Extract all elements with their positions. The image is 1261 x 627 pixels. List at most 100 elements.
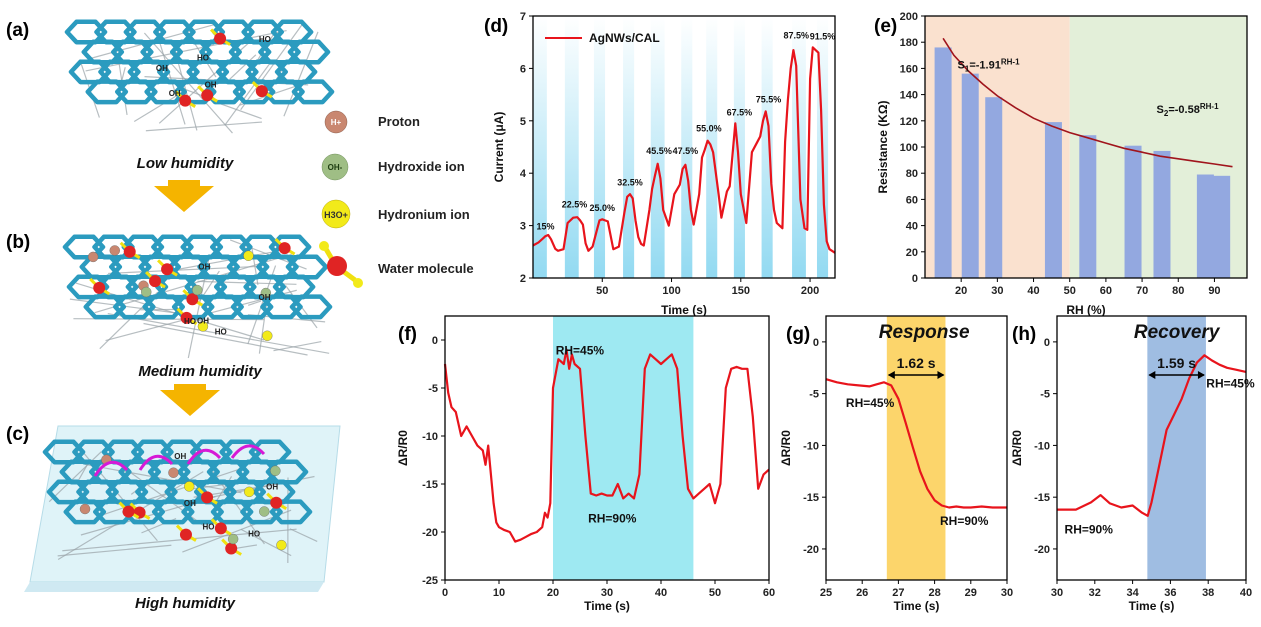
water-molecule-icon <box>210 518 232 536</box>
resistance-bar <box>934 47 952 278</box>
cellulose-ring <box>269 499 313 525</box>
resistance-bar <box>1079 135 1097 278</box>
x-tick-label: 50 <box>709 587 721 599</box>
water-molecule-icon <box>118 501 140 519</box>
molecule-label: HO <box>248 530 260 539</box>
y-tick-label: 0 <box>912 273 918 285</box>
y-tick-label: 5 <box>520 116 526 128</box>
humidity-pulse-band <box>623 16 635 278</box>
duration-label: 1.62 s <box>897 355 936 371</box>
x-axis-label: Time (s) <box>894 599 940 613</box>
resistance-bar <box>1213 175 1231 278</box>
x-tick-label: 30 <box>1001 587 1013 599</box>
rh-annotation: RH=90% <box>940 514 989 528</box>
fit-curve <box>942 37 1233 168</box>
nanowire <box>57 544 172 557</box>
x-tick-label: 0 <box>442 587 448 599</box>
mesh-network-high: OH HO OH HO OH <box>42 439 318 563</box>
rh-annotation: 22.5% <box>562 199 588 209</box>
transition-band <box>886 316 946 580</box>
nanowire <box>240 528 292 557</box>
cellulose-ring <box>291 79 335 105</box>
x-axis-label: Time (s) <box>1129 599 1175 613</box>
chart-d-current-time: (d) 15% 22.5% 25.0% 32.5% 45.5% 47.5% 55.0% 67.… <box>484 11 836 317</box>
chart-e-resistance-rh: (e) S1=-1.91RH-1 S2=-0.58RH-1 20 30 40 50 60 70… <box>874 11 1248 317</box>
panel-letter-g: (g) <box>786 324 810 345</box>
x-tick-label: 40 <box>1027 285 1039 297</box>
water-molecule-icon <box>89 277 110 296</box>
y-tick-label: 7 <box>520 11 526 23</box>
y-tick-label: 100 <box>900 142 918 154</box>
humidity-pulse-band <box>533 16 547 278</box>
proton-hopping-arrows <box>93 444 266 477</box>
hydroxide-icon <box>227 533 239 545</box>
chart-f-response-cycles: (f) RH=45% RH=90% 0 10 20 30 40 50 60 0 -5 -10 -15 -2… <box>396 315 775 613</box>
molecule-label: OH <box>174 452 186 461</box>
molecule-label: OH <box>205 80 217 89</box>
slope-annotation: S1=-1.91RH-1 <box>958 57 1021 73</box>
x-tick-label: 60 <box>1100 285 1112 297</box>
rh-annotation: RH=90% <box>1065 522 1114 536</box>
water-molecule-icon <box>210 28 231 46</box>
hydroxide-icon <box>270 465 281 476</box>
x-tick-label: 27 <box>892 587 904 599</box>
x-axis-label: Time (s) <box>661 303 707 317</box>
water-molecule-icon <box>144 271 166 289</box>
chart-g-response-time: (g) Response 1.62 s RH=45% RH=90% 25 26 27 28 29… <box>779 315 1013 613</box>
rh-annotation: 87.5% <box>783 31 809 41</box>
y-tick-label: -15 <box>1034 492 1050 504</box>
nanowire <box>224 61 272 126</box>
plot-frame <box>825 315 1008 581</box>
y-tick-label: 0 <box>432 335 438 347</box>
legend-symbol-hydroxide: OH- <box>328 163 343 172</box>
cellulose-ring <box>289 294 333 320</box>
rh-annotation: RH=45% <box>846 396 895 410</box>
panel-letter-h: (h) <box>1012 324 1036 345</box>
x-tick-label: 80 <box>1172 285 1184 297</box>
cellulose-ring <box>93 499 136 525</box>
cellulose-ring <box>265 459 309 485</box>
resistance-bar <box>961 73 979 278</box>
x-tick-label: 26 <box>856 587 868 599</box>
molecule-label: HO <box>215 328 227 337</box>
panel-letter-f: (f) <box>398 324 417 345</box>
nanowire <box>174 250 278 271</box>
transition-series-line <box>825 378 1007 509</box>
response-series-line <box>443 348 770 543</box>
x-tick-label: 150 <box>732 285 750 297</box>
y-tick-label: -20 <box>1034 544 1050 556</box>
x-tick-label: 200 <box>801 285 819 297</box>
cellulose-ring <box>63 499 107 525</box>
legend-symbol-proton: H+ <box>331 118 342 127</box>
band-title: Response <box>879 322 970 343</box>
panel-letter-c: (c) <box>6 424 29 445</box>
species-legend: H+ Proton OH- Hydroxide ion H3O+ Hydroni… <box>319 110 474 288</box>
nanowire <box>220 103 262 120</box>
water-molecule-icon <box>274 238 296 256</box>
plot-frame <box>1056 315 1247 581</box>
x-tick-label: 32 <box>1089 587 1101 599</box>
molecule-label: OH <box>259 293 271 302</box>
hydroxide-icon <box>259 506 270 517</box>
cellulose-ring <box>85 79 129 105</box>
caption-low-humidity: Low humidity <box>137 155 234 172</box>
y-tick-label: -10 <box>803 440 819 452</box>
x-tick-label: 38 <box>1202 587 1214 599</box>
legend-label-hydroxide: Hydroxide ion <box>378 159 465 174</box>
water-molecule-icon <box>119 241 141 260</box>
molecule-label: HO <box>259 35 271 44</box>
legend-item-proton: H+ Proton <box>324 110 420 134</box>
humidity-pulse-band <box>650 16 665 278</box>
x-tick-label: 25 <box>820 587 832 599</box>
y-tick-label: 0 <box>813 337 819 349</box>
molecule-label: OH <box>169 89 181 98</box>
rh-annotation: RH=90% <box>588 511 637 525</box>
hydronium-icon <box>243 250 254 261</box>
hydroxide-icon <box>260 287 272 299</box>
y-tick-label: 6 <box>520 63 526 75</box>
rh-annotation: RH=45% <box>1206 376 1255 390</box>
cellulose-ring <box>115 79 158 105</box>
x-tick-label: 36 <box>1164 587 1176 599</box>
water-molecule-icon <box>221 538 242 556</box>
caption-medium-humidity: Medium humidity <box>138 363 262 380</box>
